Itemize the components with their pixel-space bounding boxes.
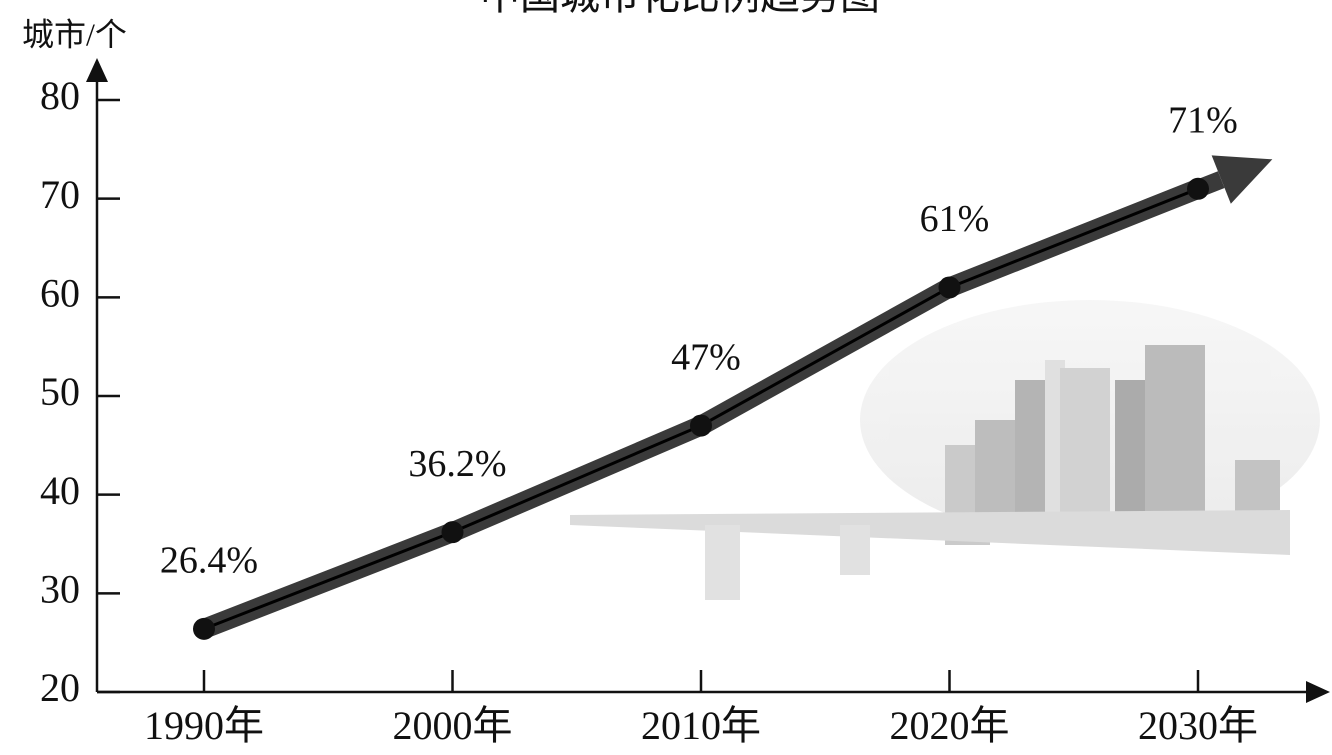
data-point: [442, 521, 464, 543]
y-tick-label: 40: [40, 468, 80, 513]
x-tick-label: 2020年: [890, 703, 1010, 748]
y-tick-label: 50: [40, 369, 80, 414]
chart-title: 中国城市化比例趋势图: [480, 0, 880, 18]
data-label: 26.4%: [160, 540, 258, 582]
y-tick-label: 30: [40, 567, 80, 612]
y-axis-arrow: [86, 58, 108, 82]
y-tick-label: 70: [40, 172, 80, 217]
data-point: [193, 618, 215, 640]
data-label: 71%: [1168, 100, 1238, 142]
page: {"chart_data": {"type": "line", "title":…: [0, 0, 1332, 755]
y-tick-label: 20: [40, 665, 80, 710]
data-point: [939, 276, 961, 298]
data-label: 36.2%: [408, 443, 506, 485]
x-tick-label: 2030年: [1138, 703, 1258, 748]
x-tick-label: 2010年: [641, 703, 761, 748]
y-axis-label: 城市/个: [22, 16, 127, 52]
y-tick-label: 60: [40, 271, 80, 316]
data-label: 47%: [671, 336, 741, 378]
data-label: 61%: [920, 198, 990, 240]
x-tick-label: 2000年: [393, 703, 513, 748]
chart: 中国城市化比例趋势图 城市/个 20 30 40 50 60 70 80 1990年 2000年…: [0, 0, 1332, 755]
x-tick-label: 1990年: [144, 703, 264, 748]
data-point: [1187, 178, 1209, 200]
data-point: [690, 415, 712, 437]
y-tick-label: 80: [40, 73, 80, 118]
x-axis-arrow: [1306, 681, 1330, 703]
